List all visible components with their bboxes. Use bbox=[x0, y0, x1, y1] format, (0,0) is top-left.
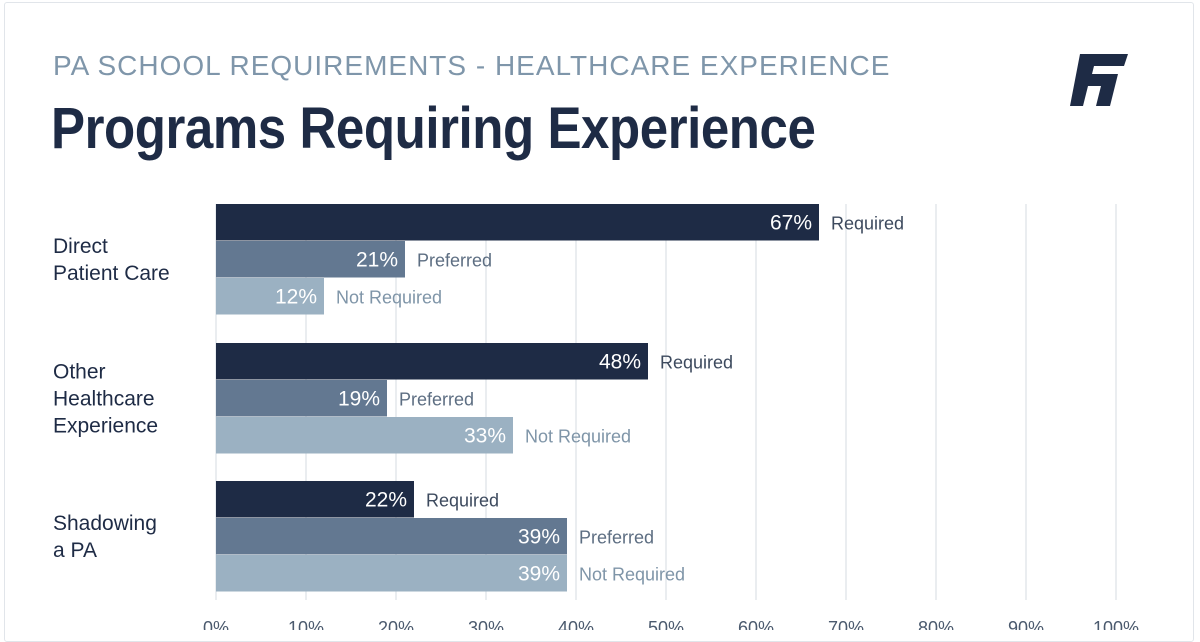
bar-not-required-0 bbox=[216, 278, 324, 315]
series-label-required-0: Required bbox=[831, 214, 904, 234]
series-label-preferred-1: Preferred bbox=[399, 390, 474, 410]
category-label-1-2: Experience bbox=[53, 415, 158, 438]
category-label-2-1: a PA bbox=[53, 539, 97, 562]
data-label-not-required-2: 39% bbox=[518, 563, 560, 586]
category-label-1-0: Other bbox=[53, 361, 106, 384]
x-tick-label-100: 100% bbox=[1093, 618, 1139, 630]
x-tick-label-10: 10% bbox=[288, 618, 324, 630]
bar-preferred-1 bbox=[216, 380, 387, 417]
x-tick-label-30: 30% bbox=[468, 618, 504, 630]
series-label-not-required-1: Not Required bbox=[525, 427, 631, 447]
data-label-required-0: 67% bbox=[770, 212, 812, 235]
bar-required-1 bbox=[216, 343, 648, 380]
chart-card bbox=[4, 2, 1194, 642]
x-tick-label-50: 50% bbox=[648, 618, 684, 630]
bar-preferred-2 bbox=[216, 518, 567, 555]
x-tick-label-90: 90% bbox=[1008, 618, 1044, 630]
data-label-required-2: 22% bbox=[365, 489, 407, 512]
bar-required-2 bbox=[216, 481, 414, 518]
data-label-preferred-1: 19% bbox=[338, 388, 380, 411]
bar-preferred-0 bbox=[216, 241, 405, 278]
data-label-required-1: 48% bbox=[599, 351, 641, 374]
bar-not-required-1 bbox=[216, 417, 513, 454]
series-label-required-1: Required bbox=[660, 353, 733, 373]
data-label-not-required-0: 12% bbox=[275, 286, 317, 309]
series-label-required-2: Required bbox=[426, 491, 499, 511]
category-label-0-0: Direct bbox=[53, 235, 108, 258]
chart-subtitle: PA SCHOOL REQUIREMENTS - HEALTHCARE EXPE… bbox=[53, 50, 891, 81]
series-label-preferred-2: Preferred bbox=[579, 528, 654, 548]
x-tick-label-0: 0% bbox=[203, 618, 229, 630]
x-tick-label-80: 80% bbox=[918, 618, 954, 630]
category-label-1-1: Healthcare bbox=[53, 388, 155, 411]
bar-not-required-2 bbox=[216, 555, 567, 592]
data-label-preferred-0: 21% bbox=[356, 249, 398, 272]
x-tick-label-20: 20% bbox=[378, 618, 414, 630]
x-tick-label-70: 70% bbox=[828, 618, 864, 630]
data-label-not-required-1: 33% bbox=[464, 425, 506, 448]
bar-required-0 bbox=[216, 204, 819, 241]
series-label-not-required-2: Not Required bbox=[579, 565, 685, 585]
series-label-preferred-0: Preferred bbox=[417, 251, 492, 271]
series-label-not-required-0: Not Required bbox=[336, 288, 442, 308]
x-tick-label-60: 60% bbox=[738, 618, 774, 630]
brand-logo-icon bbox=[1070, 54, 1128, 106]
category-label-0-1: Patient Care bbox=[53, 262, 170, 285]
data-label-preferred-2: 39% bbox=[518, 526, 560, 549]
category-label-2-0: Shadowing bbox=[53, 512, 157, 535]
chart-title: Programs Requiring Experience bbox=[51, 96, 816, 161]
x-tick-label-40: 40% bbox=[558, 618, 594, 630]
